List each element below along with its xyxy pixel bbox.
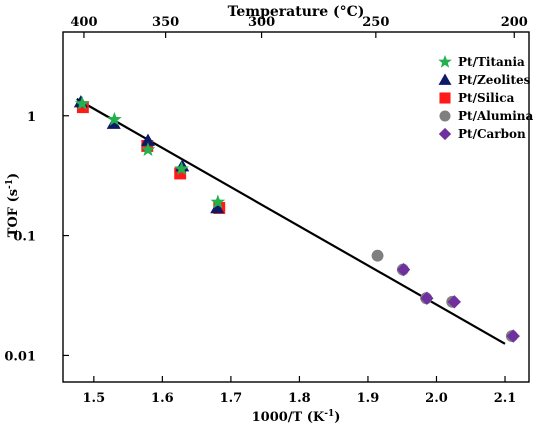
titania-point [140, 142, 156, 157]
alumina-point [371, 249, 384, 262]
x-tick-label: 2.0 [425, 391, 448, 406]
x-tick-label: 1.7 [220, 391, 243, 406]
x-axis-title: 1000/T (K-1) [252, 409, 341, 425]
titania-point [174, 161, 189, 176]
alumina-legend-marker [439, 110, 451, 122]
data-markers [73, 95, 520, 343]
carbon-legend-marker [438, 127, 452, 141]
silica-point [174, 167, 187, 180]
x-tick-label: 1.8 [288, 391, 311, 406]
legend: Pt/Titania Pt/Zeolites Pt/Silica Pt/Alumina… [438, 54, 534, 141]
titania-point [74, 96, 90, 110]
carbon-point [420, 291, 434, 305]
silica-legend-label: Pt/Silica [458, 91, 515, 105]
y-tick-label: 1 [27, 110, 36, 125]
zeolites-legend-label: Pt/Zeolites [458, 73, 531, 87]
carbon-point [506, 329, 520, 343]
top-tick-label: 200 [501, 15, 528, 30]
carbon-point [447, 295, 461, 309]
top-axis: 400 350 300 250 200 [70, 15, 528, 38]
top-axis-title: Temperature (°C) [228, 4, 365, 20]
carbon-point [396, 262, 411, 277]
silica-legend-marker [439, 92, 451, 104]
plot-frame [62, 31, 530, 383]
zeolites-point [140, 133, 155, 146]
top-tick-label: 350 [152, 15, 179, 30]
titania-legend-label: Pt/Titania [458, 55, 525, 69]
x-tick-label: 1.9 [357, 391, 380, 406]
bottom-axis: 1.5 1.6 1.7 1.8 1.9 2.0 2.1 [83, 376, 517, 406]
titania-point [210, 194, 226, 209]
titania-legend-marker [438, 54, 452, 68]
x-tick-label: 2.1 [494, 391, 517, 406]
alumina-legend-label: Pt/Alumina [458, 109, 534, 123]
x-tick-label: 1.5 [83, 391, 106, 406]
left-axis: 0.01 0.1 1 [4, 110, 69, 364]
zeolites-legend-marker [438, 73, 452, 85]
top-tick-label: 250 [362, 15, 389, 30]
top-tick-label: 400 [70, 15, 97, 30]
y-axis-title: TOF (s-1) [5, 173, 21, 237]
carbon-legend-label: Pt/Carbon [458, 127, 526, 141]
y-tick-label: 0.1 [13, 230, 36, 245]
titania-point [107, 111, 122, 126]
x-tick-label: 1.6 [151, 391, 174, 406]
zeolites-point [210, 200, 225, 214]
top-tick-label: 300 [248, 15, 275, 30]
y-tick-label: 0.01 [4, 349, 36, 364]
